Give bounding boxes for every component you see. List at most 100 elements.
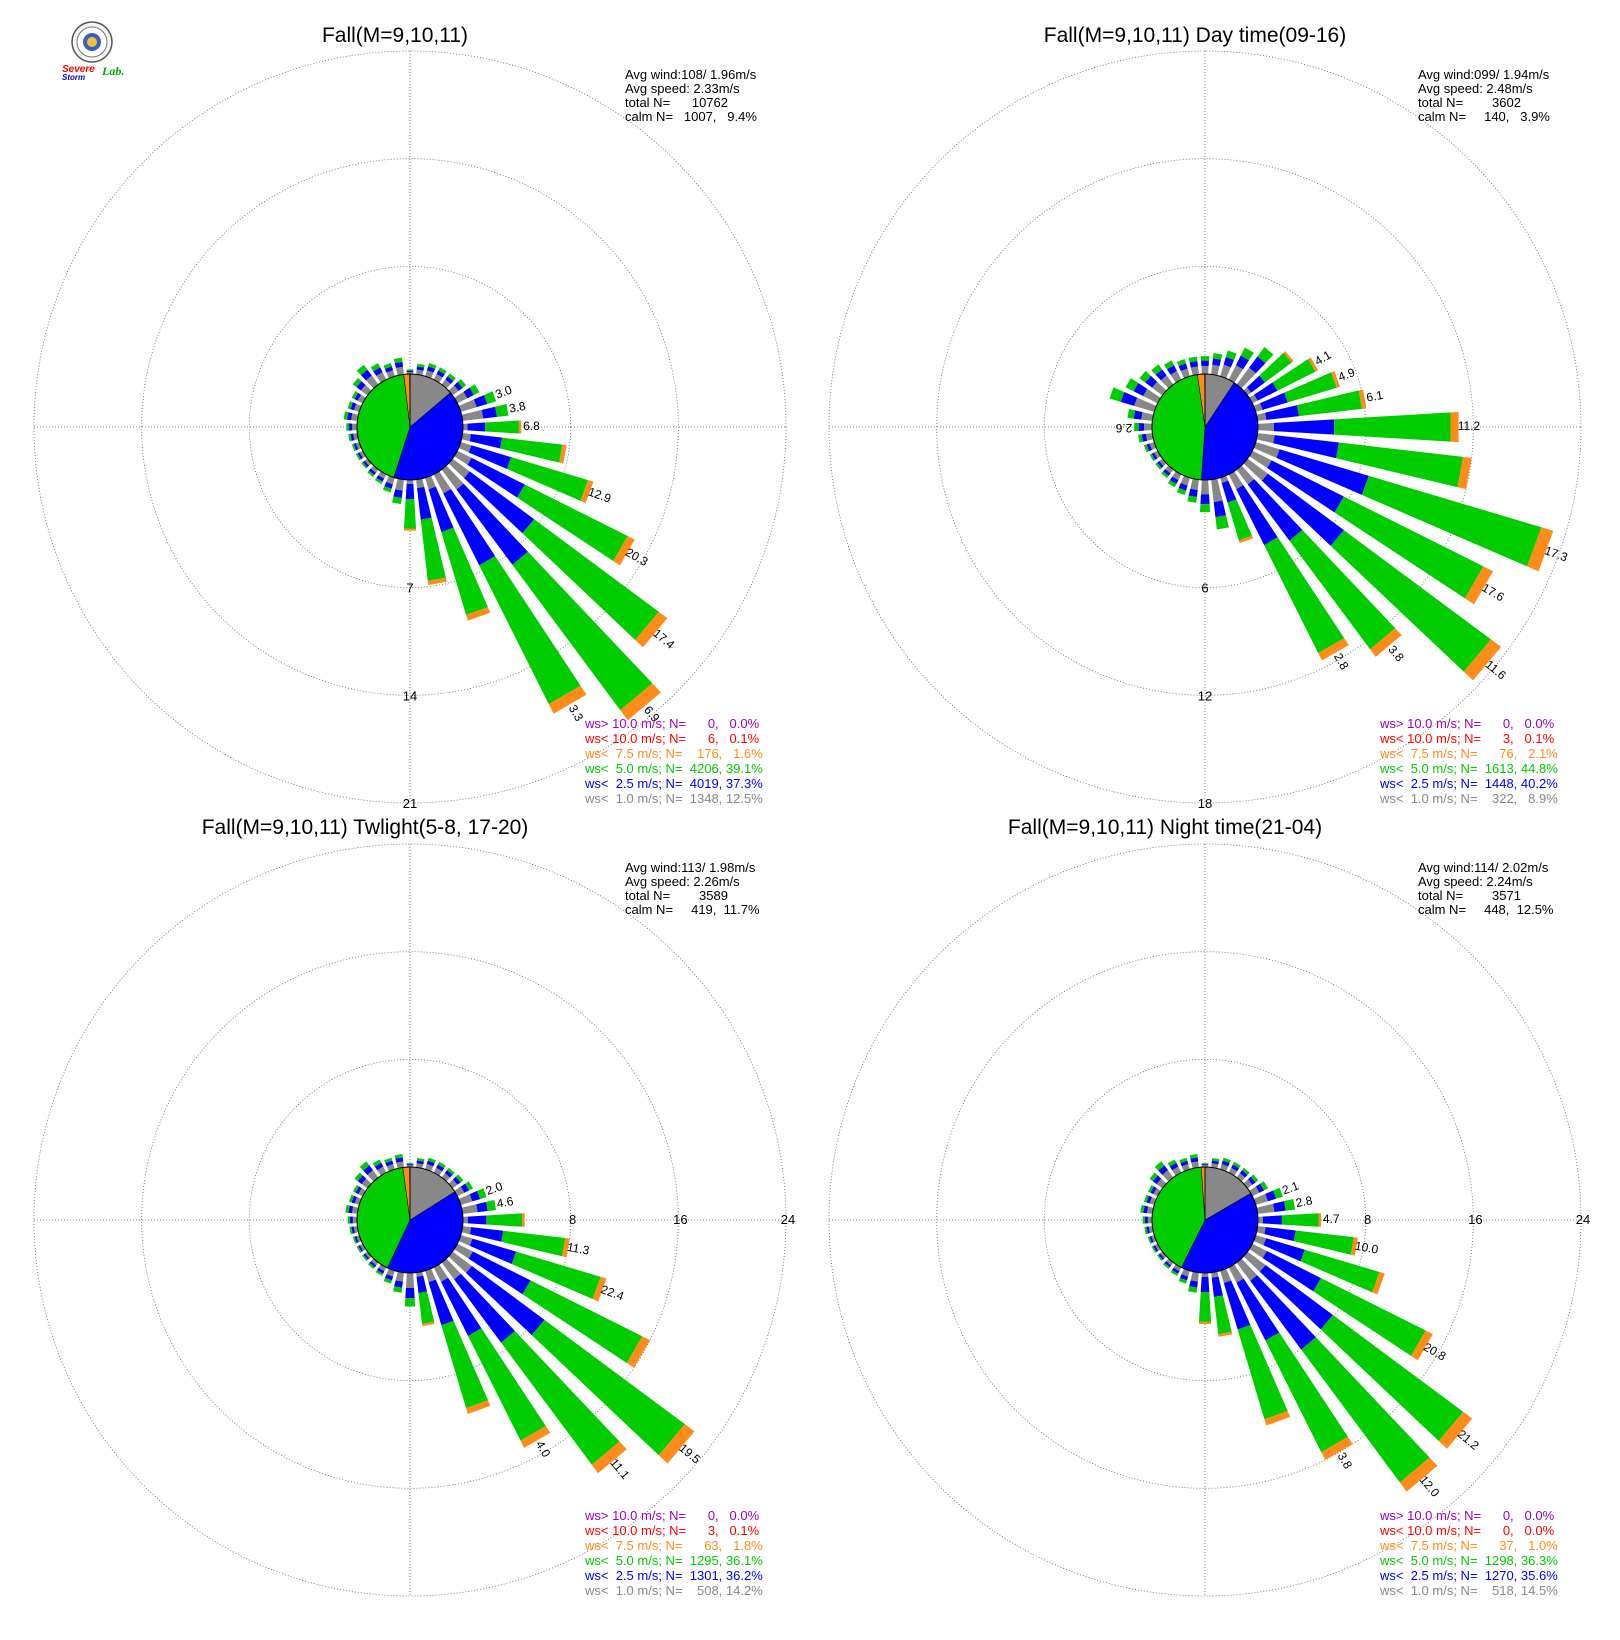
direction-bar-segment	[1259, 1264, 1333, 1330]
direction-value-label: 6.1	[1365, 388, 1384, 405]
direction-bar-segment	[458, 442, 472, 453]
direction-bar-segment	[1190, 366, 1199, 376]
direction-bar-segment	[658, 1424, 695, 1464]
legend-entry: ws> 10.0 m/s; N= 0, 0.0%	[1379, 716, 1555, 731]
direction-bar-segment	[1265, 405, 1299, 420]
direction-bar-segment	[416, 1157, 425, 1162]
direction-bar-segment	[357, 1175, 367, 1185]
range-ring	[1043, 1058, 1367, 1382]
legend-entry: ws< 7.5 m/s; N= 176, 1.6%	[584, 746, 763, 761]
direction-bar-segment	[393, 1286, 403, 1293]
direction-bar-segment	[1260, 1181, 1269, 1191]
direction-bar-segment	[1256, 412, 1267, 421]
direction-bar-segment	[365, 1251, 372, 1259]
direction-bar-segment	[1236, 1278, 1280, 1341]
direction-bar-segment	[1157, 1254, 1163, 1262]
direction-bar-segment	[405, 1288, 415, 1299]
direction-value-label: 11.3	[566, 1240, 591, 1258]
direction-bar-segment	[1318, 638, 1349, 661]
direction-bar-segment	[1265, 1332, 1348, 1453]
direction-bar-segment	[562, 1237, 570, 1258]
direction-bar-segment	[1527, 527, 1554, 572]
direction-bar-segment	[416, 1275, 428, 1293]
direction-bar-segment	[1284, 1198, 1296, 1211]
direction-bar-segment	[392, 496, 402, 505]
legend-entry: ws< 5.0 m/s; N= 1298, 36.3%	[1379, 1553, 1558, 1568]
direction-value-label: 17.6	[1479, 580, 1507, 604]
direction-bar-segment	[495, 404, 509, 417]
direction-bar-segment	[1438, 1411, 1473, 1449]
direction-bar-segment	[1236, 1258, 1258, 1281]
direction-bar-segment	[1213, 1295, 1232, 1335]
direction-bar-segment	[469, 1238, 517, 1264]
direction-bar-segment	[436, 1164, 445, 1172]
direction-bar-segment	[1200, 479, 1210, 495]
direction-bar-segment	[1211, 1271, 1219, 1278]
range-ring	[828, 843, 1582, 1597]
direction-bar-segment	[1146, 1226, 1150, 1234]
direction-bar-segment	[1138, 423, 1145, 431]
direction-bar-segment	[351, 1226, 355, 1234]
direction-bar-segment	[405, 1272, 415, 1289]
range-ring	[248, 265, 572, 589]
direction-bar-segment	[1250, 1275, 1316, 1350]
direction-bar-segment	[1198, 1321, 1212, 1324]
direction-bar-segment	[349, 423, 353, 431]
direction-bar-segment	[454, 1243, 473, 1259]
direction-bar-segment	[1463, 639, 1502, 681]
direction-bar-segment	[1247, 479, 1303, 541]
direction-bar-segment	[441, 1320, 489, 1409]
direction-bar-segment	[1372, 1272, 1385, 1295]
direction-bar-segment	[1164, 1261, 1172, 1268]
direction-bar-segment	[467, 457, 525, 498]
direction-bar-segment	[373, 367, 383, 376]
direction-bar-segment	[375, 1270, 384, 1276]
direction-bar-segment	[352, 1236, 357, 1244]
direction-bar-segment	[1133, 383, 1148, 397]
direction-bar-segment	[356, 381, 366, 391]
ring-label: 21	[403, 796, 417, 811]
stat-line: total N= 3602	[1418, 95, 1521, 110]
legend-entry: ws< 10.0 m/s; N= 0, 0.0%	[1379, 1523, 1555, 1538]
direction-bar-segment	[406, 1163, 414, 1165]
direction-bar-segment	[1464, 566, 1494, 605]
direction-value-label: 4.6	[496, 1194, 515, 1211]
direction-value-label: 10.0	[1354, 1239, 1380, 1257]
direction-bar-segment	[1152, 1175, 1162, 1185]
direction-bar-segment	[1151, 1235, 1157, 1243]
direction-value-label: 17.3	[1543, 543, 1570, 564]
direction-value-label: 4.0	[533, 1438, 554, 1460]
direction-bar-segment	[1313, 1278, 1426, 1356]
direction-bar-segment	[405, 483, 415, 500]
direction-bar-segment	[376, 1267, 385, 1274]
direction-bar-segment	[1201, 1163, 1209, 1165]
direction-bar-segment	[420, 517, 446, 581]
direction-bar-segment	[347, 412, 353, 421]
direction-bar-segment	[1253, 1193, 1268, 1205]
direction-bar-segment	[1178, 363, 1188, 371]
direction-bar-segment	[437, 1161, 446, 1169]
direction-bar-segment	[1188, 1286, 1198, 1293]
direction-bar-segment	[1297, 390, 1363, 417]
direction-bar-segment	[468, 445, 512, 469]
direction-bar-segment	[357, 452, 363, 460]
direction-bar-segment	[384, 1274, 394, 1281]
direction-bar-segment	[1222, 1157, 1231, 1164]
direction-bar-segment	[427, 1157, 436, 1164]
direction-bar-segment	[347, 1216, 351, 1224]
stat-line: total N= 3589	[625, 888, 728, 903]
direction-bar-segment	[362, 1254, 368, 1262]
direction-bar-segment	[441, 1258, 461, 1280]
direction-bar-segment	[358, 1245, 364, 1252]
direction-bar-segment	[1253, 403, 1263, 412]
direction-bar-segment	[517, 484, 628, 562]
direction-bar-segment	[428, 1279, 454, 1326]
direction-bar-segment	[428, 362, 437, 369]
direction-value-label: 20.3	[623, 545, 651, 569]
direction-bar-segment	[1228, 471, 1244, 490]
direction-bar-segment	[394, 1280, 403, 1288]
direction-bar-segment	[1272, 358, 1316, 391]
direction-bar-segment	[500, 437, 563, 463]
range-ring	[828, 50, 1582, 804]
direction-bar-segment	[1215, 515, 1229, 530]
